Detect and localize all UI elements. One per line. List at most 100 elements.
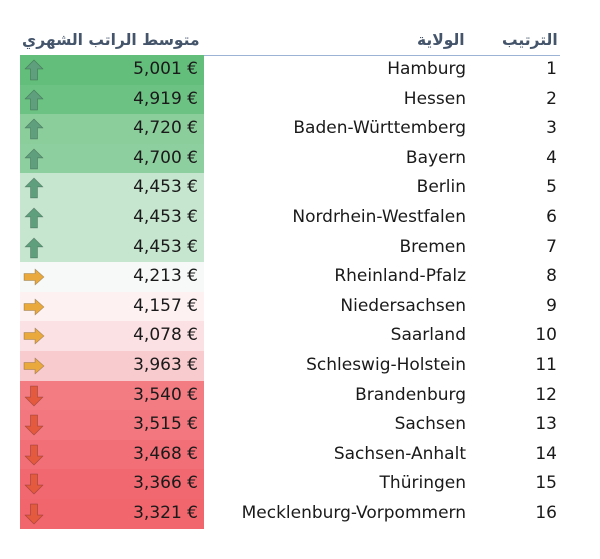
state-name: Rheinland-Pfalz — [334, 266, 466, 287]
salary-value: 4,919 € — [133, 88, 198, 109]
arrow-down-icon — [23, 385, 45, 407]
state-name: Niedersachsen — [340, 295, 466, 316]
state-name: Nordrhein-Westfalen — [292, 206, 466, 227]
state-name: Bremen — [399, 236, 466, 257]
salary-value: 3,515 € — [133, 414, 198, 435]
salary-value: 3,366 € — [133, 473, 198, 494]
arrow-right-icon — [23, 325, 45, 347]
rank-number: 14 — [535, 443, 557, 464]
salary-cell: 3,321 € — [20, 498, 204, 529]
salary-cell: 4,700 € — [20, 143, 204, 174]
salary-cell: 3,540 € — [20, 380, 204, 411]
state-name: Bayern — [405, 147, 466, 168]
table-row: 4,453 € Bremen 7 — [20, 232, 560, 263]
header-state: الولاية — [417, 31, 465, 49]
salary-cell: 4,213 € — [20, 262, 204, 292]
arrow-up-icon — [23, 237, 45, 259]
state-name: Hessen — [403, 88, 466, 109]
state-name: Berlin — [416, 177, 466, 198]
salary-cell: 4,157 € — [20, 291, 204, 322]
arrow-right-icon — [23, 296, 45, 318]
rank-number: 13 — [535, 414, 557, 435]
rank-number: 16 — [535, 502, 557, 523]
salary-value: 4,078 € — [133, 325, 198, 346]
salary-value: 4,720 € — [133, 118, 198, 139]
salary-value: 5,001 € — [133, 59, 198, 79]
salary-cell: 4,919 € — [20, 84, 204, 115]
table-row: 4,453 € Berlin 5 — [20, 173, 560, 203]
rank-number: 6 — [546, 206, 557, 227]
arrow-down-icon — [23, 414, 45, 436]
arrow-up-icon — [23, 207, 45, 229]
rank-number: 12 — [535, 384, 557, 405]
arrow-down-icon — [23, 503, 45, 525]
salary-value: 4,157 € — [133, 295, 198, 316]
table-row: 5,001 € Hamburg 1 — [20, 55, 560, 85]
rank-number: 2 — [546, 88, 557, 109]
salary-cell: 5,001 € — [20, 55, 204, 85]
arrow-right-icon — [23, 266, 45, 288]
salary-cell: 3,515 € — [20, 410, 204, 440]
state-name: Saarland — [390, 325, 466, 346]
state-name: Brandenburg — [355, 384, 466, 405]
rank-number: 4 — [546, 147, 557, 168]
salary-value: 3,321 € — [133, 502, 198, 523]
rank-number: 3 — [546, 118, 557, 139]
table-row: 3,468 € Sachsen-Anhalt 14 — [20, 439, 560, 470]
table-body: 5,001 € Hamburg 1 4,919 € Hessen 2 4,720 € Bade… — [20, 55, 560, 529]
state-name: Baden-Württemberg — [293, 118, 466, 139]
table-row: 4,213 € Rheinland-Pfalz 8 — [20, 262, 560, 292]
rank-number: 9 — [546, 295, 557, 316]
header-salary: متوسط الراتب الشهري — [22, 31, 200, 49]
arrow-right-icon — [23, 355, 45, 377]
state-name: Sachsen-Anhalt — [333, 443, 466, 464]
table-row: 3,540 € Brandenburg 12 — [20, 380, 560, 411]
salary-value: 3,468 € — [133, 443, 198, 464]
table-row: 3,321 € Mecklenburg-Vorpommern 16 — [20, 498, 560, 529]
salary-value: 3,540 € — [133, 384, 198, 405]
table-row: 4,078 € Saarland 10 — [20, 321, 560, 351]
salary-cell: 3,366 € — [20, 469, 204, 499]
table-row: 4,700 € Bayern 4 — [20, 143, 560, 174]
table-row: 3,515 € Sachsen 13 — [20, 410, 560, 440]
arrow-up-icon — [23, 118, 45, 140]
salary-value: 4,700 € — [133, 147, 198, 168]
salary-table: متوسط الراتب الشهري الولاية الترتيب 5,00… — [20, 30, 560, 529]
salary-cell: 4,720 € — [20, 114, 204, 144]
header-rank: الترتيب — [502, 31, 558, 49]
state-name: Thüringen — [379, 473, 466, 494]
table-row: 3,366 € Thüringen 15 — [20, 469, 560, 499]
salary-value: 4,453 € — [133, 236, 198, 257]
salary-cell: 4,078 € — [20, 321, 204, 351]
state-name: Sachsen — [394, 414, 466, 435]
table-row: 4,157 € Niedersachsen 9 — [20, 291, 560, 322]
table-header: متوسط الراتب الشهري الولاية الترتيب — [20, 30, 560, 56]
salary-value: 4,453 € — [133, 206, 198, 227]
salary-cell: 3,963 € — [20, 350, 204, 381]
table-row: 4,453 € Nordrhein-Westfalen 6 — [20, 202, 560, 233]
salary-value: 3,963 € — [133, 354, 198, 375]
state-name: Mecklenburg-Vorpommern — [241, 502, 466, 523]
salary-value: 4,453 € — [133, 177, 198, 198]
arrow-down-icon — [23, 444, 45, 466]
arrow-up-icon — [23, 89, 45, 111]
table-row: 4,919 € Hessen 2 — [20, 84, 560, 115]
state-name: Hamburg — [387, 59, 466, 79]
rank-number: 7 — [546, 236, 557, 257]
rank-number: 15 — [535, 473, 557, 494]
salary-cell: 4,453 € — [20, 202, 204, 233]
arrow-up-icon — [23, 148, 45, 170]
salary-value: 4,213 € — [133, 266, 198, 287]
salary-cell: 4,453 € — [20, 173, 204, 203]
state-name: Schleswig-Holstein — [306, 354, 466, 375]
rank-number: 10 — [535, 325, 557, 346]
arrow-down-icon — [23, 473, 45, 495]
table-row: 3,963 € Schleswig-Holstein 11 — [20, 350, 560, 381]
arrow-up-icon — [23, 59, 45, 81]
rank-number: 5 — [546, 177, 557, 198]
table-row: 4,720 € Baden-Württemberg 3 — [20, 114, 560, 144]
rank-number: 8 — [546, 266, 557, 287]
rank-number: 11 — [535, 354, 557, 375]
rank-number: 1 — [546, 59, 557, 79]
arrow-up-icon — [23, 177, 45, 199]
